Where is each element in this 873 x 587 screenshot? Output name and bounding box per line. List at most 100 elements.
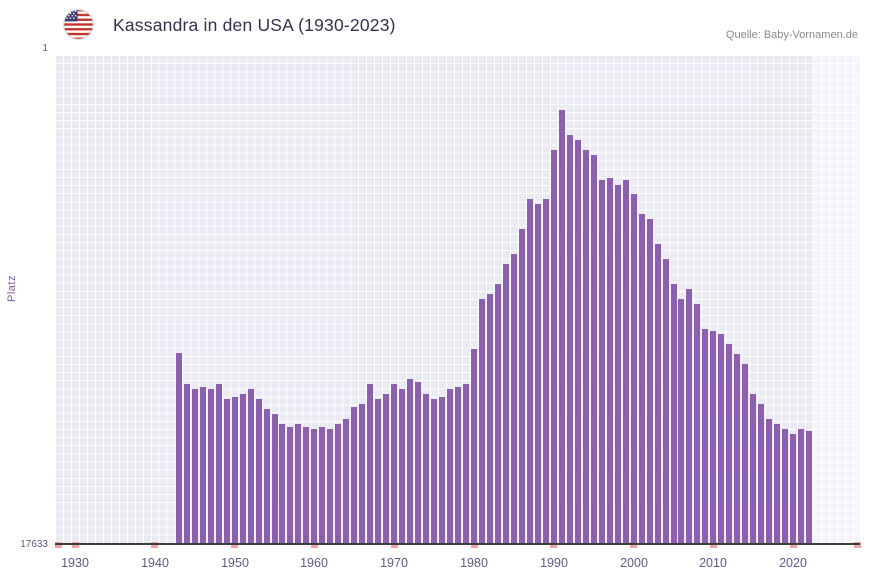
bar-2007[interactable] xyxy=(686,289,692,543)
bar-2016[interactable] xyxy=(758,404,764,543)
bar-1965[interactable] xyxy=(351,407,357,543)
x-tick-label-1930: 1930 xyxy=(61,556,89,570)
bar-2021[interactable] xyxy=(798,429,804,543)
chart-title: Kassandra in den USA (1930-2023) xyxy=(113,15,396,35)
bar-1954[interactable] xyxy=(264,409,270,543)
bar-1988[interactable] xyxy=(535,204,541,543)
bar-1966[interactable] xyxy=(359,404,365,543)
bar-1974[interactable] xyxy=(423,394,429,543)
bar-1982[interactable] xyxy=(487,294,493,543)
bar-1961[interactable] xyxy=(319,427,325,543)
bar-2003[interactable] xyxy=(655,244,661,543)
bar-1957[interactable] xyxy=(287,427,293,543)
bar-1977[interactable] xyxy=(447,389,453,543)
bar-1969[interactable] xyxy=(383,394,389,543)
bar-2013[interactable] xyxy=(734,354,740,543)
bar-1963[interactable] xyxy=(335,424,341,543)
x-axis-line xyxy=(55,543,860,545)
bar-1971[interactable] xyxy=(399,389,405,543)
axis-tick xyxy=(471,542,478,548)
axis-tick xyxy=(550,542,557,548)
bar-1970[interactable] xyxy=(391,384,397,543)
x-tick-label-1970: 1970 xyxy=(380,556,408,570)
bar-2009[interactable] xyxy=(702,329,708,543)
bar-1981[interactable] xyxy=(479,299,485,543)
bar-2018[interactable] xyxy=(774,424,780,543)
bar-1989[interactable] xyxy=(543,199,549,543)
x-tick-label-1950: 1950 xyxy=(221,556,249,570)
bar-1955[interactable] xyxy=(272,414,278,543)
x-tick-label-1960: 1960 xyxy=(300,556,328,570)
bar-1999[interactable] xyxy=(623,180,629,543)
bar-1980[interactable] xyxy=(471,349,477,543)
bar-2015[interactable] xyxy=(750,394,756,543)
bar-1959[interactable] xyxy=(303,427,309,543)
bar-1975[interactable] xyxy=(431,399,437,543)
bar-2012[interactable] xyxy=(726,344,732,543)
y-axis-title: Platz xyxy=(6,275,18,302)
bar-1976[interactable] xyxy=(439,397,445,543)
bar-1986[interactable] xyxy=(519,229,525,543)
bar-1964[interactable] xyxy=(343,419,349,543)
bar-1998[interactable] xyxy=(615,185,621,543)
bar-1990[interactable] xyxy=(551,150,557,543)
bar-1991[interactable] xyxy=(559,110,565,543)
bar-1987[interactable] xyxy=(527,199,533,543)
bar-1992[interactable] xyxy=(567,135,573,543)
x-axis-labels: 1930 1940 1950 1960 1970 1980 1990 2000 2010 2020 xyxy=(55,556,860,576)
bar-1951[interactable] xyxy=(240,394,246,543)
bar-1956[interactable] xyxy=(279,424,285,543)
bar-2004[interactable] xyxy=(663,259,669,543)
bar-1978[interactable] xyxy=(455,387,461,543)
axis-tick xyxy=(710,542,717,548)
bar-1994[interactable] xyxy=(583,150,589,543)
x-tick-label-1990: 1990 xyxy=(540,556,568,570)
bar-2001[interactable] xyxy=(639,214,645,543)
axis-tick xyxy=(391,542,398,548)
axis-tick xyxy=(55,542,62,548)
bar-2006[interactable] xyxy=(678,299,684,543)
bar-1979[interactable] xyxy=(463,384,469,543)
bar-1973[interactable] xyxy=(415,382,421,543)
bar-2005[interactable] xyxy=(671,284,677,543)
axis-tick xyxy=(151,542,158,548)
bar-1945[interactable] xyxy=(192,389,198,543)
bar-1984[interactable] xyxy=(503,264,509,543)
bar-1972[interactable] xyxy=(407,379,413,543)
axis-tick xyxy=(790,542,797,548)
bar-1944[interactable] xyxy=(184,384,190,543)
bar-2014[interactable] xyxy=(742,364,748,543)
bar-1960[interactable] xyxy=(311,429,317,543)
bar-1946[interactable] xyxy=(200,387,206,543)
bar-1953[interactable] xyxy=(256,399,262,543)
bar-2020[interactable] xyxy=(790,434,796,543)
bar-2011[interactable] xyxy=(718,334,724,543)
bar-1950[interactable] xyxy=(232,397,238,543)
bar-1949[interactable] xyxy=(224,399,230,543)
bar-1962[interactable] xyxy=(327,429,333,543)
bar-1952[interactable] xyxy=(248,389,254,543)
bar-1996[interactable] xyxy=(599,180,605,543)
bar-1995[interactable] xyxy=(591,155,597,543)
bar-1985[interactable] xyxy=(511,254,517,543)
bar-1948[interactable] xyxy=(216,384,222,543)
bar-2000[interactable] xyxy=(631,194,637,543)
bar-1958[interactable] xyxy=(295,424,301,543)
bar-1947[interactable] xyxy=(208,389,214,543)
bar-2002[interactable] xyxy=(647,219,653,543)
bar-1993[interactable] xyxy=(575,140,581,543)
bar-1967[interactable] xyxy=(367,384,373,543)
bar-1968[interactable] xyxy=(375,399,381,543)
axis-tick xyxy=(231,542,238,548)
bar-1997[interactable] xyxy=(607,178,613,543)
bar-2008[interactable] xyxy=(694,304,700,543)
bar-2010[interactable] xyxy=(710,331,716,543)
bar-1943[interactable] xyxy=(176,353,182,543)
bar-2019[interactable] xyxy=(782,429,788,543)
x-tick-label-2020: 2020 xyxy=(779,556,807,570)
bar-2022[interactable] xyxy=(806,431,812,543)
plot-area xyxy=(55,55,861,548)
bar-2017[interactable] xyxy=(766,419,772,543)
bar-1983[interactable] xyxy=(495,284,501,543)
